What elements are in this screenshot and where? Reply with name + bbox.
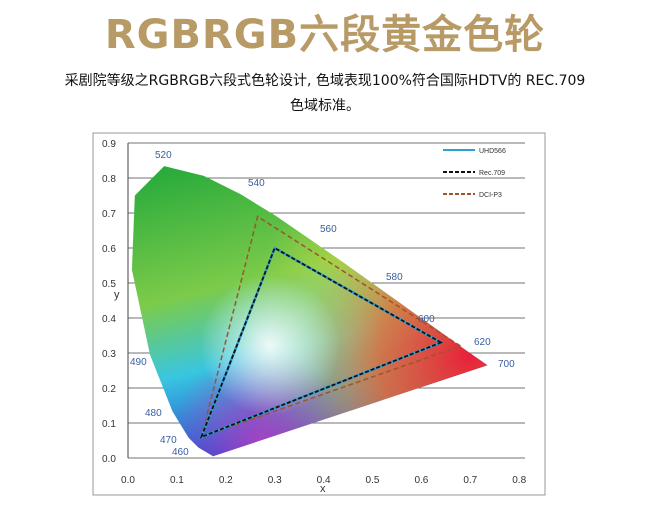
wavelength-label: 580 [386,272,403,283]
x-tick-label: 0.6 [414,475,428,486]
wavelength-label: 470 [160,435,177,446]
y-tick-label: 0.5 [102,279,116,290]
y-tick-label: 0.7 [102,209,116,220]
gamut [131,166,488,457]
x-tick-label: 0.2 [219,475,233,486]
y-tick-label: 0.6 [102,244,116,255]
wavelength-label: 540 [248,178,265,189]
description: 色域标准。 [290,98,360,114]
y-tick-label: 0.8 [102,174,116,185]
frame [92,132,546,496]
wavelength-label: 460 [172,447,189,458]
legend-label: DCI-P3 [479,192,502,199]
x-tick-label: 0.5 [366,475,380,486]
wavelength-label: 480 [145,408,162,419]
legend-label: Rec.709 [479,170,505,177]
x-tick-label: 0.8 [512,475,526,486]
gamut-triangle [199,246,444,439]
gamut-triangle [200,215,463,439]
x-tick-label: 0.7 [463,475,477,486]
y-axis-label: y [114,289,120,301]
y-tick-label: 0.1 [102,419,116,430]
y-tick-label: 0.9 [102,139,116,150]
wavelength-label: 560 [320,224,337,235]
wavelength-label: 620 [474,337,491,348]
x-tick-label: 0.3 [268,475,282,486]
y-tick-label: 0.2 [102,384,116,395]
wavelength-label: 490 [130,357,147,368]
title: RGBRGB六段黄金色轮 [104,12,546,58]
legend-label: UHD566 [479,148,506,155]
x-tick-label: 0.1 [170,475,184,486]
wavelength-label: 520 [155,150,172,161]
y-tick-label: 0.0 [102,454,116,465]
y-tick-label: 0.3 [102,349,116,360]
description: 采剧院等级之RGBRGB六段式色轮设计, 色域表现100%符合国际HDTV的 R… [64,73,586,89]
wavelength-label: 700 [498,359,515,370]
wavelength-label: 600 [418,314,435,325]
x-axis-label: x [320,483,326,495]
y-tick-label: 0.4 [102,314,116,325]
x-tick-label: 0.0 [121,475,135,486]
x-tick-label: 0.4 [317,475,331,486]
